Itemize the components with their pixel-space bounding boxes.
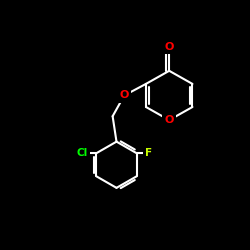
Text: Cl: Cl: [77, 148, 88, 158]
Text: F: F: [145, 148, 152, 158]
Text: O: O: [164, 42, 174, 52]
Text: O: O: [120, 90, 129, 101]
Text: O: O: [164, 115, 174, 125]
